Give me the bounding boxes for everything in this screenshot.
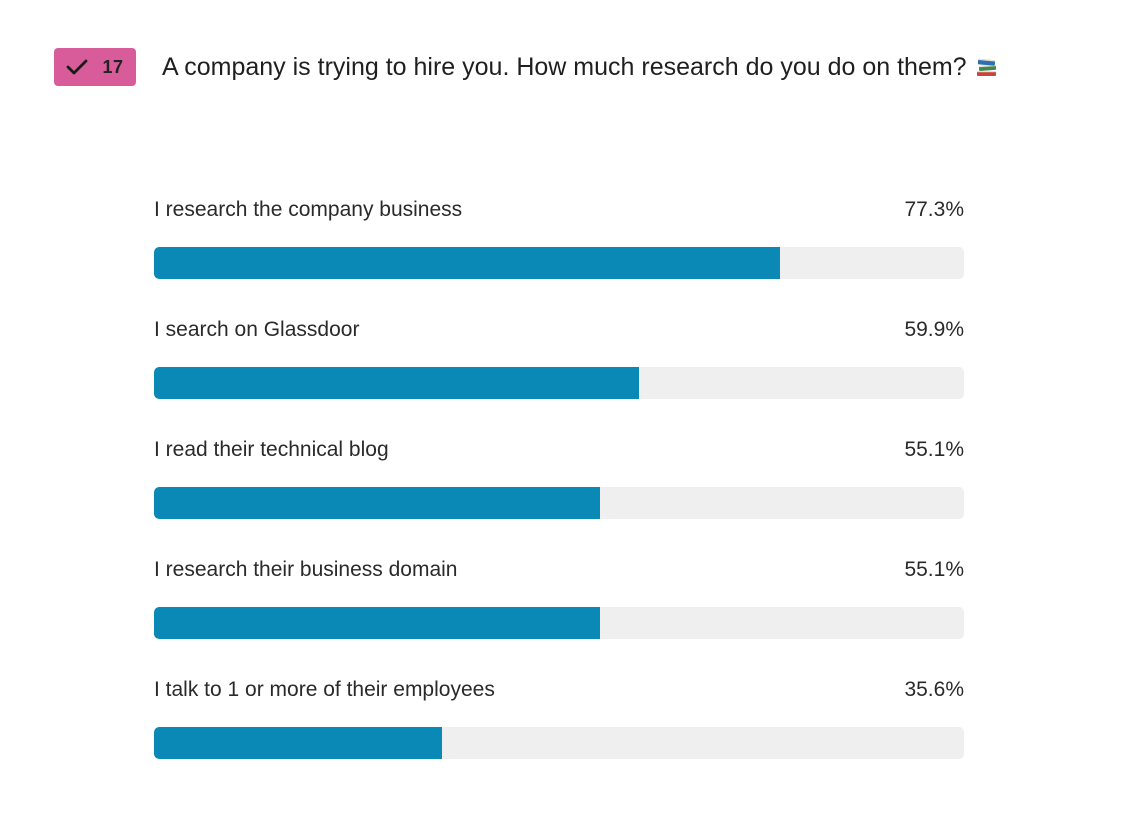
poll-option: I research the company business 77.3%	[154, 198, 964, 318]
poll-header: 17 A company is trying to hire you. How …	[54, 48, 999, 86]
bar-track	[154, 487, 964, 519]
poll-option: I research their business domain 55.1%	[154, 558, 964, 678]
bar-fill	[154, 607, 601, 639]
option-percentage: 55.1%	[904, 558, 964, 581]
poll-option: I read their technical blog 55.1%	[154, 438, 964, 558]
bar-track	[154, 247, 964, 279]
poll-options: I research the company business 77.3% I se…	[154, 198, 964, 798]
question-title: A company is trying to hire you. How muc…	[162, 52, 967, 81]
poll-option: I talk to 1 or more of their employees 35…	[154, 678, 964, 798]
option-percentage: 55.1%	[904, 438, 964, 461]
checkmark-icon	[66, 58, 88, 76]
option-percentage: 59.9%	[904, 318, 964, 341]
option-label: I research their business domain	[154, 558, 458, 581]
books-icon	[975, 55, 999, 79]
option-percentage: 35.6%	[904, 678, 964, 701]
poll-option: I search on Glassdoor 59.9%	[154, 318, 964, 438]
option-label: I read their technical blog	[154, 438, 389, 461]
bar-track	[154, 727, 964, 759]
vote-count-badge[interactable]: 17	[54, 48, 136, 86]
question-title-wrap: A company is trying to hire you. How muc…	[162, 53, 999, 82]
option-percentage: 77.3%	[904, 198, 964, 221]
vote-count: 17	[102, 56, 124, 77]
bar-fill	[154, 247, 781, 279]
bar-fill	[154, 727, 443, 759]
option-label: I research the company business	[154, 198, 463, 221]
bar-fill	[154, 367, 640, 399]
option-label: I search on Glassdoor	[154, 318, 360, 341]
bar-track	[154, 367, 964, 399]
option-label: I talk to 1 or more of their employees	[154, 678, 495, 701]
bar-track	[154, 607, 964, 639]
bar-fill	[154, 487, 601, 519]
